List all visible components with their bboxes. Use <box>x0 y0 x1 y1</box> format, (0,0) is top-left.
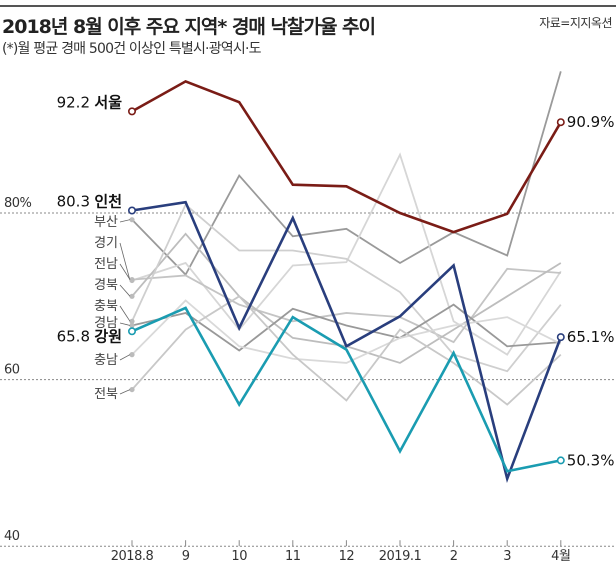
series-name-label: 충남 <box>94 353 118 368</box>
series-충남: 충남 <box>94 299 562 368</box>
x-tick-label: 2019.1 <box>379 549 422 564</box>
series-line <box>131 71 562 277</box>
start-marker <box>129 386 135 393</box>
x-tick-label: 4월 <box>551 549 570 564</box>
leader-line <box>119 305 131 322</box>
end-value-label: 90.9% <box>567 113 615 131</box>
x-tick-label: 2 <box>450 549 458 564</box>
series-name-label: 경남 <box>94 316 118 331</box>
leader-line <box>119 389 131 395</box>
series-name-label: 부산 <box>94 215 118 230</box>
start-marker <box>129 277 135 283</box>
end-value-label: 65.1% <box>567 328 615 346</box>
start-marker <box>129 217 135 223</box>
series-name-label: 전북 <box>94 387 118 402</box>
source-note: 자료=지지옥션 <box>539 16 612 30</box>
leader-line <box>119 284 131 297</box>
y-tick-label: 80% <box>4 196 32 211</box>
leader-line <box>119 263 131 280</box>
start-value-label: 65.8 <box>57 327 90 345</box>
series-name-label: 인천 <box>94 193 122 211</box>
series-부산: 부산 <box>94 71 562 277</box>
start-value-label: 92.2 <box>57 93 90 111</box>
leader-line <box>119 219 131 223</box>
start-marker <box>128 206 137 215</box>
leader-line <box>119 242 131 281</box>
series-인천: 80.3 인천 65.1% <box>57 193 615 484</box>
start-value-label: 80.3 <box>57 193 90 211</box>
series-name-label: 강원 <box>94 327 122 345</box>
start-marker <box>129 318 135 324</box>
start-marker <box>128 107 137 116</box>
series-name-label: 경기 <box>94 236 118 251</box>
series-충북: 충북 <box>94 203 562 373</box>
x-tick-label: 3 <box>503 549 511 564</box>
chart-title: 2018년 8월 이후 주요 지역* 경매 낙찰가율 추이 <box>2 16 376 38</box>
end-marker <box>556 333 565 342</box>
end-marker <box>556 456 565 465</box>
end-marker <box>556 118 565 127</box>
x-tick-label: 10 <box>231 549 247 564</box>
series-line <box>131 306 562 473</box>
end-value-label: 50.3% <box>567 451 615 469</box>
x-tick-label: 9 <box>182 549 190 564</box>
x-tick-label: 11 <box>285 549 301 564</box>
series-name-label: 경북 <box>94 278 118 293</box>
series-name-label: 전남 <box>94 257 118 272</box>
series-line <box>131 267 561 344</box>
series-line <box>131 200 563 484</box>
series-서울: 92.2 서울 90.9% <box>57 79 615 234</box>
leader-line <box>119 354 131 361</box>
leader-line <box>119 322 131 326</box>
series-line <box>131 79 562 234</box>
start-marker <box>129 322 135 329</box>
top-rule <box>0 5 616 7</box>
series-전남: 전남 <box>94 257 561 344</box>
series-line <box>131 299 562 364</box>
series-강원: 65.8 강원 50.3% <box>57 306 615 473</box>
y-tick-label: 60 <box>4 363 20 378</box>
start-marker <box>129 293 135 299</box>
x-tick-label: 2018.8 <box>111 549 154 564</box>
series-전북: 전북 <box>94 295 562 406</box>
start-marker <box>129 352 135 358</box>
x-tick-label: 12 <box>339 549 355 564</box>
series-name-label: 서울 <box>94 93 122 111</box>
chart-subtitle: (*)월 평균 경매 500건 이상인 특별시·광역시·도 <box>2 41 261 57</box>
series-name-label: 충북 <box>94 299 118 314</box>
y-tick-label: 40 <box>4 529 20 544</box>
series-경남: 경남 <box>94 303 561 352</box>
start-marker <box>128 327 137 336</box>
